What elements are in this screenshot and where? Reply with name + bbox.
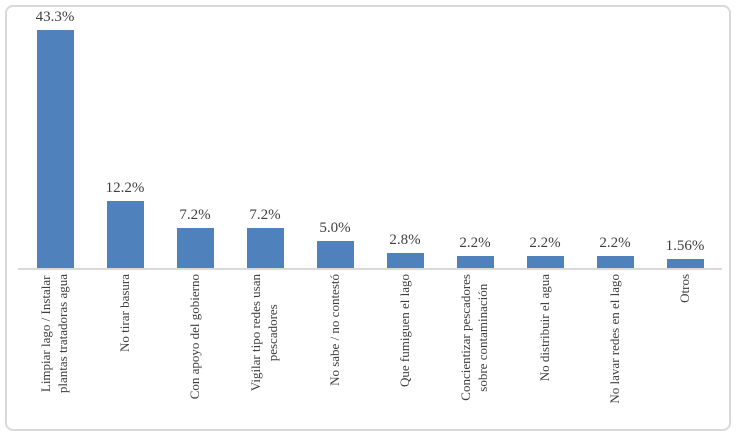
bar-column: 7.2% xyxy=(160,7,230,268)
bar-value-label: 2.2% xyxy=(599,234,631,251)
bar-value-label: 43.3% xyxy=(35,9,75,25)
category-cell: Vigilar tipo redes usan pescadores xyxy=(230,274,300,426)
bar-value-label: 2.8% xyxy=(389,231,421,248)
category-cell: Concientizar pescadores sobre contaminac… xyxy=(440,274,510,426)
bar xyxy=(176,228,214,268)
category-label: Con apoyo del gobierno xyxy=(186,274,202,400)
category-label: No tirar basura xyxy=(116,274,132,352)
category-label: No sabe / no contestó xyxy=(326,274,342,386)
bar-value-label: 2.2% xyxy=(529,234,561,251)
bar-column: 12.2% xyxy=(90,7,160,268)
bar xyxy=(106,200,144,268)
category-label: Vigilar tipo redes usan pescadores xyxy=(248,274,280,392)
category-cell: No sabe / no contestó xyxy=(300,274,370,426)
category-label: Otros xyxy=(676,274,692,303)
bar-column: 5.0% xyxy=(300,7,370,268)
bar-value-label: 1.56% xyxy=(665,238,705,255)
category-cell: No distribuir el agua xyxy=(510,274,580,426)
bar-value-label: 2.2% xyxy=(459,234,491,251)
bar xyxy=(666,259,704,268)
category-label: Limpiar lago / Instalar plantas tratador… xyxy=(38,274,70,394)
bar-column: 2.8% xyxy=(370,7,440,268)
category-label: No lavar redes en el lago xyxy=(606,274,622,404)
bar-column: 2.2% xyxy=(510,7,580,268)
bar-value-label: 7.2% xyxy=(179,207,211,224)
bar xyxy=(316,240,354,268)
x-axis-line xyxy=(18,268,722,270)
bars-row: 43.3% 12.2% 7.2% 7.2% 5.0% 2.8% 2.2% 2. xyxy=(20,7,720,268)
category-label: Que fumiguen el lago xyxy=(396,274,412,387)
category-cell: Otros xyxy=(650,274,720,426)
bar xyxy=(246,228,284,268)
category-cell: No lavar redes en el lago xyxy=(580,274,650,426)
category-cell: Que fumiguen el lago xyxy=(370,274,440,426)
category-cell: Con apoyo del gobierno xyxy=(160,274,230,426)
bar xyxy=(386,252,424,268)
bar-column: 2.2% xyxy=(580,7,650,268)
bar xyxy=(36,30,74,268)
category-label: No distribuir el agua xyxy=(536,274,552,382)
bar-column: 1.56% xyxy=(650,7,720,268)
bar-value-label: 7.2% xyxy=(249,207,281,224)
bar xyxy=(526,255,564,268)
bar-column: 43.3% xyxy=(20,7,90,268)
bar-column: 7.2% xyxy=(230,7,300,268)
category-labels-row: Limpiar lago / Instalar plantas tratador… xyxy=(20,274,720,426)
bar-value-label: 12.2% xyxy=(105,179,145,196)
bar xyxy=(456,255,494,268)
bar-column: 2.2% xyxy=(440,7,510,268)
chart-frame: 43.3% 12.2% 7.2% 7.2% 5.0% 2.8% 2.2% 2. xyxy=(5,5,731,431)
category-cell: Limpiar lago / Instalar plantas tratador… xyxy=(20,274,90,426)
bar xyxy=(596,255,634,268)
category-label: Concientizar pescadores sobre contaminac… xyxy=(458,274,490,401)
category-cell: No tirar basura xyxy=(90,274,160,426)
bar-value-label: 5.0% xyxy=(319,219,351,236)
